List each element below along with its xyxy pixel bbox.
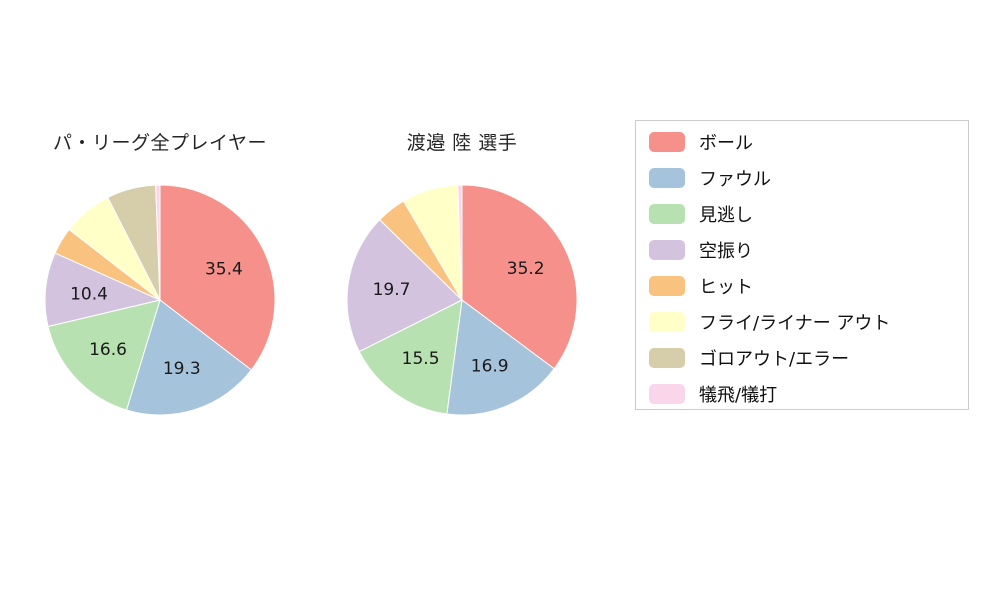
- legend-swatch-7: [649, 384, 685, 404]
- legend-item-1: ファウル: [649, 160, 968, 196]
- pie-value-label: 15.5: [402, 349, 440, 369]
- pie-slice-3: [346, 219, 463, 353]
- pie-chart-player-watanabe-riku: 35.2 16.9 15.5 19.7: [346, 184, 578, 416]
- pie-value-label: 35.2: [507, 259, 545, 279]
- legend-label-7: 犠飛/犠打: [699, 385, 778, 406]
- legend-label-4: ヒット: [699, 277, 753, 298]
- pie-value-label: 35.4: [205, 259, 243, 279]
- legend-item-7: 犠飛/犠打: [649, 376, 968, 412]
- pie-value-label: 19.3: [163, 359, 201, 379]
- pie-slice-0: [159, 184, 276, 371]
- pie-slice-1: [125, 299, 253, 416]
- pie-value-label: 10.4: [70, 284, 108, 304]
- legend-label-1: ファウル: [699, 169, 771, 190]
- pie-slice-1: [446, 299, 555, 416]
- legend-label-3: 空振り: [699, 241, 753, 262]
- legend-swatch-2: [649, 204, 685, 224]
- pie-slice-0: [461, 184, 578, 370]
- pie-slice-2: [47, 299, 161, 411]
- pie-slice-7: [457, 184, 463, 301]
- pie-slice-2: [358, 299, 463, 415]
- pie-value-label: 16.6: [89, 340, 127, 360]
- pie-slice-3: [44, 252, 162, 328]
- pie-value-label: 16.9: [471, 357, 509, 377]
- legend-item-0: ボール: [649, 124, 968, 160]
- pie-title-league-all-players: パ・リーグ全プレイヤー: [53, 132, 267, 154]
- legend: ボールファウル見逃し空振りヒットフライ/ライナー アウト ゴロアウト/エラー 犠飛/…: [635, 120, 969, 410]
- legend-swatch-1: [649, 168, 685, 188]
- legend-label-5: フライ/ライナー アウト: [699, 313, 891, 334]
- legend-swatch-3: [649, 240, 685, 260]
- legend-swatch-0: [649, 132, 685, 152]
- legend-swatch-4: [649, 276, 685, 296]
- legend-label-0: ボール: [699, 133, 753, 154]
- legend-item-6: ゴロアウト/エラー: [649, 340, 968, 376]
- legend-item-3: 空振り: [649, 232, 968, 268]
- legend-item-5: フライ/ライナー アウト: [649, 304, 968, 340]
- pie-slice-7: [155, 184, 161, 301]
- pie-value-label: 19.7: [373, 280, 411, 300]
- pie-title-player-watanabe-riku: 渡邉 陸 選手: [406, 132, 518, 154]
- pie-chart-league-all-players: 35.4 19.3 16.6 10.4: [44, 184, 276, 416]
- legend-item-4: ヒット: [649, 268, 968, 304]
- legend-label-2: 見逃し: [699, 205, 753, 226]
- legend-swatch-5: [649, 312, 685, 332]
- legend-item-2: 見逃し: [649, 196, 968, 232]
- legend-label-6: ゴロアウト/エラー: [699, 349, 850, 370]
- legend-swatch-6: [649, 348, 685, 368]
